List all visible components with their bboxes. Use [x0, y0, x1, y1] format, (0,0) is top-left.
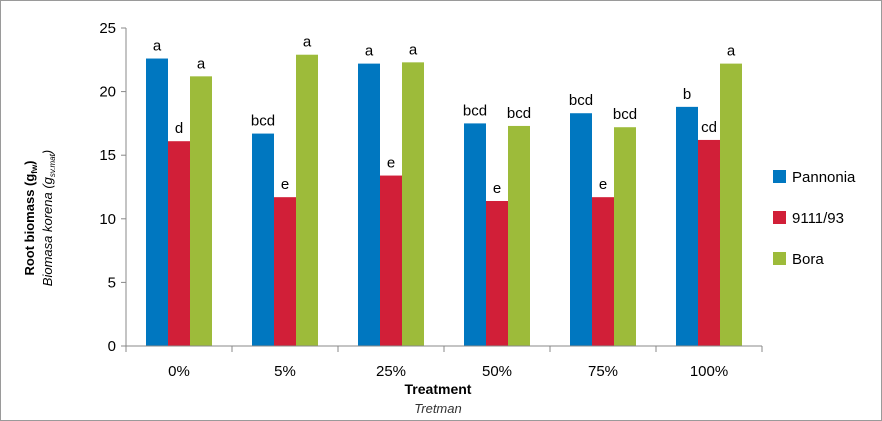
y-axis-title-alt-main: Biomasa korena (g: [40, 176, 55, 286]
bar-significance-label: bcd: [569, 92, 593, 109]
x-tick-label: 50%: [482, 363, 512, 380]
x-tick-label: 25%: [376, 363, 406, 380]
svg-text:Root biomass (gfw): Root biomass (gfw): [22, 160, 39, 275]
y-tick-label: 0: [108, 338, 116, 355]
bar-9111-93: [380, 175, 402, 346]
x-axis-ticks: 0% 5% 25% 50% 75% 100%: [125, 346, 763, 380]
bar-pannonia: [570, 113, 592, 346]
y-axis-title: Root biomass (gfw): [22, 160, 39, 275]
bar-significance-label: b: [683, 86, 691, 103]
x-tick-label: 100%: [690, 363, 728, 380]
bar-9111-93: [168, 141, 190, 346]
legend-label: 9111/93: [792, 210, 844, 227]
y-axis-title-alt: Biomasa korena (gsv.mat): [40, 150, 57, 286]
y-tick-label: 15: [99, 147, 116, 164]
bar-significance-label: bcd: [507, 105, 531, 122]
x-tick-label: 0%: [168, 363, 190, 380]
bar-significance-label: bcd: [613, 106, 637, 123]
bar-significance-label: a: [303, 34, 312, 51]
legend-swatch: [773, 211, 786, 224]
svg-text:Biomasa korena (gsv.mat): Biomasa korena (gsv.mat): [40, 150, 57, 286]
legend-label: Bora: [792, 251, 824, 268]
bar-significance-label: e: [281, 176, 289, 193]
bar-significance-label: e: [387, 155, 395, 172]
bar-significance-label: e: [493, 180, 501, 197]
bar-bora: [296, 54, 318, 346]
legend-swatch: [773, 252, 786, 265]
bar-significance-label: a: [197, 55, 206, 72]
x-tick-label: 75%: [588, 363, 618, 380]
bar-9111-93: [486, 200, 508, 346]
bar-pannonia: [358, 63, 380, 347]
x-axis-title: Treatment: [405, 381, 472, 397]
bar-pannonia: [252, 133, 274, 346]
bars: [146, 54, 742, 347]
y-tick-label: 25: [99, 20, 116, 37]
bar-bora: [508, 125, 530, 346]
bar-9111-93: [698, 139, 720, 346]
bar-significance-label: a: [409, 41, 418, 58]
y-tick-label: 5: [108, 274, 116, 291]
y-axis-title-main-sub: fw: [30, 164, 39, 174]
legend: Pannonia 9111/93 Bora: [773, 169, 856, 268]
bar-significance-label: a: [153, 38, 162, 55]
bar-significance-label: bcd: [251, 113, 275, 130]
bar-significance-label: d: [175, 120, 183, 137]
legend-label: Pannonia: [792, 169, 856, 186]
bar-significance-label: e: [599, 176, 607, 193]
bar-significance-label: bcd: [463, 102, 487, 119]
y-axis-title-main-end: ): [22, 160, 37, 164]
y-axis-title-main: Root biomass (g: [22, 174, 37, 276]
y-tick-label: 20: [99, 84, 116, 101]
bar-bora: [720, 63, 742, 347]
y-tick-label: 10: [99, 211, 116, 228]
bar-significance-label: cd: [701, 119, 717, 136]
x-tick-label: 5%: [274, 363, 296, 380]
bar-9111-93: [274, 197, 296, 346]
bar-pannonia: [676, 106, 698, 346]
bar-labels: a bcd a bcd bcd b d e e e e cd a a a bcd bcd a: [153, 34, 736, 197]
bar-9111-93: [592, 197, 614, 346]
y-axis-ticks: 0 5 10 15 20 25: [99, 20, 126, 355]
bar-significance-label: a: [365, 43, 374, 60]
y-axis-title-alt-sub: sv.mat: [48, 153, 57, 177]
x-axis-subtitle: Tretman: [414, 401, 461, 416]
y-axis-title-alt-end: ): [40, 150, 55, 156]
bar-significance-label: a: [727, 43, 736, 60]
legend-swatch: [773, 170, 786, 183]
bar-bora: [614, 127, 636, 346]
bar-pannonia: [464, 123, 486, 347]
bar-pannonia: [146, 58, 168, 346]
bar-bora: [402, 62, 424, 347]
bar-bora: [190, 76, 212, 346]
